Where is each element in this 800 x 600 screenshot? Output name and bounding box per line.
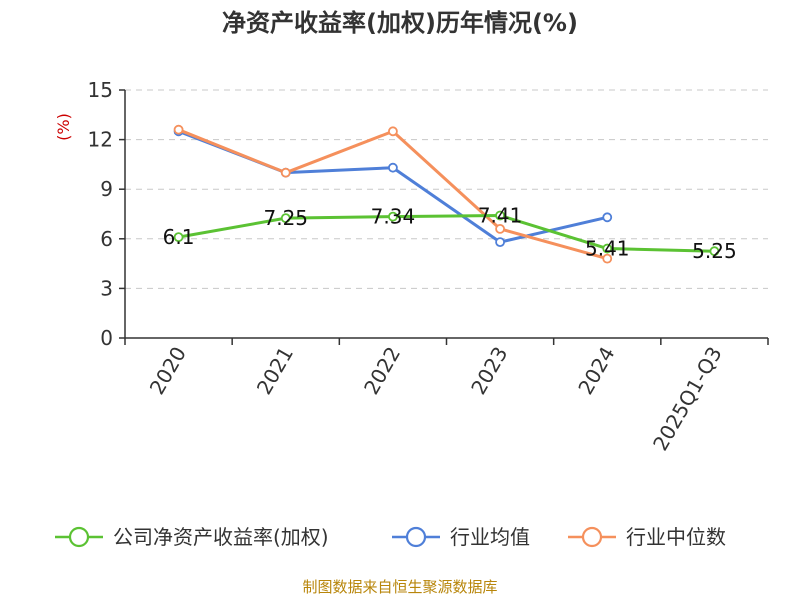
- data-point: [280, 167, 291, 178]
- grid-lines: [125, 89, 768, 289]
- data-label: 6.1: [163, 225, 195, 249]
- data-point: [602, 243, 613, 254]
- legend-label: 行业中位数: [626, 525, 726, 549]
- x-tick-label: 2022: [359, 343, 405, 399]
- data-label: 7.41: [478, 203, 523, 227]
- data-point: [388, 126, 398, 137]
- data-point: [602, 253, 613, 264]
- legend-label: 行业均值: [450, 525, 530, 549]
- y-tick-label: 15: [88, 78, 113, 102]
- data-point: [173, 124, 184, 135]
- source-note: 制图数据来自恒生聚源数据库: [302, 578, 497, 596]
- data-point: [280, 213, 291, 224]
- y-tick-label: 3: [100, 276, 113, 300]
- data-point: [709, 246, 720, 257]
- series-lines: [173, 124, 720, 264]
- data-point: [173, 232, 184, 243]
- y-tick-label: 6: [100, 227, 113, 251]
- x-tick-label: 2024: [573, 343, 619, 399]
- legend-marker: [68, 526, 90, 548]
- data-point: [388, 211, 398, 222]
- chart-title: 净资产收益率(加权)历年情况(%): [222, 9, 578, 37]
- x-tick-label: 2025Q1-Q3: [648, 343, 727, 455]
- data-label: 7.34: [371, 205, 416, 229]
- data-point: [602, 212, 613, 223]
- data-label: 5.25: [692, 239, 737, 263]
- data-point: [388, 162, 398, 173]
- data-labels: 6.1 7.25 7.34 7.41 5.41 5.25: [163, 203, 737, 263]
- legend-label: 公司净资产收益率(加权): [113, 525, 329, 549]
- y-axis-label: (%): [54, 113, 73, 141]
- data-point: [495, 237, 505, 248]
- x-tick-label: 2020: [145, 343, 191, 399]
- data-point: [495, 223, 505, 234]
- legend: 公司净资产收益率(加权) 行业均值 行业中位数: [55, 525, 726, 549]
- legend-marker: [581, 526, 603, 548]
- data-label: 5.41: [585, 237, 630, 261]
- data-point: [495, 210, 505, 221]
- legend-marker: [405, 526, 427, 548]
- x-tick-label: 2021: [252, 343, 298, 399]
- y-tick-label: 0: [100, 326, 113, 350]
- data-label: 7.25: [263, 206, 308, 230]
- x-tick-label: 2023: [466, 343, 512, 399]
- y-tick-label: 12: [88, 128, 113, 152]
- series-line: [178, 213, 715, 253]
- y-tick-label: 9: [100, 177, 113, 201]
